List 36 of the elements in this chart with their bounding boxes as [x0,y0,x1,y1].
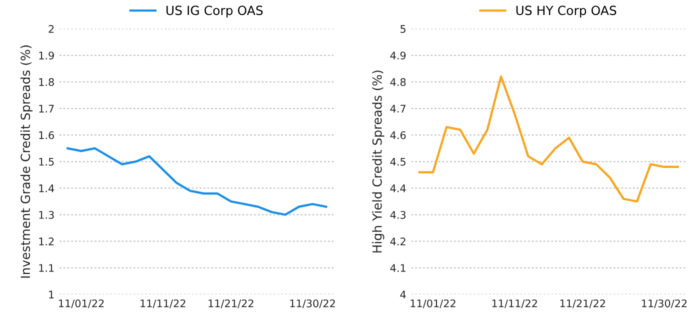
x-tick-label: 11/21/22 [560,299,605,308]
y-tick-label: 1.9 [39,52,54,60]
y-tick-label: 1.6 [39,131,54,140]
y-tick-label: 1.4 [39,184,54,192]
y-tick-label: 1.3 [39,210,54,219]
y-tick-label: 4.6 [390,131,406,140]
y-tick-label: 4.5 [390,158,406,166]
y-tick-label: 4.8 [390,78,406,86]
line-series [418,76,679,203]
y-tick-label: 1.8 [39,78,54,86]
x-tick-label: 11/21/22 [208,299,254,308]
x-tick-label: 11/11/22 [140,299,186,308]
y-tick-label: 2 [48,25,54,33]
x-tick-label: 11/30/22 [290,299,335,308]
y-tick-label: 1.5 [39,158,54,166]
y-tick-label: 4.9 [390,52,406,60]
y-axis-title: Investment Grade Credit Spreads (%) [20,45,33,278]
y-tick-label: 4.7 [390,104,406,112]
x-tick-label: 11/01/22 [410,299,456,308]
x-tick-label: 11/01/22 [59,299,104,308]
x-tick-label: 11/30/22 [642,299,687,308]
y-tick-label: 1.2 [39,238,54,246]
y-tick-label: 5 [400,25,406,33]
y-tick-label: 4 [400,290,406,298]
y-tick-label: 1.7 [39,104,54,112]
y-tick-label: 1.1 [39,264,54,272]
y-tick-label: 4.1 [390,264,406,272]
y-axis-title: High Yield Credit Spreads (%) [372,70,384,252]
x-tick-label: 11/11/22 [492,299,537,308]
legend-label: US IG Corp OAS [166,6,263,18]
y-tick-label: 4.3 [390,210,406,219]
y-tick-label: 4.2 [390,238,406,246]
legend-label: US HY Corp OAS [516,6,616,18]
y-tick-label: 4.4 [390,184,406,192]
y-tick-label: 1 [49,290,54,298]
line-series [66,147,328,216]
